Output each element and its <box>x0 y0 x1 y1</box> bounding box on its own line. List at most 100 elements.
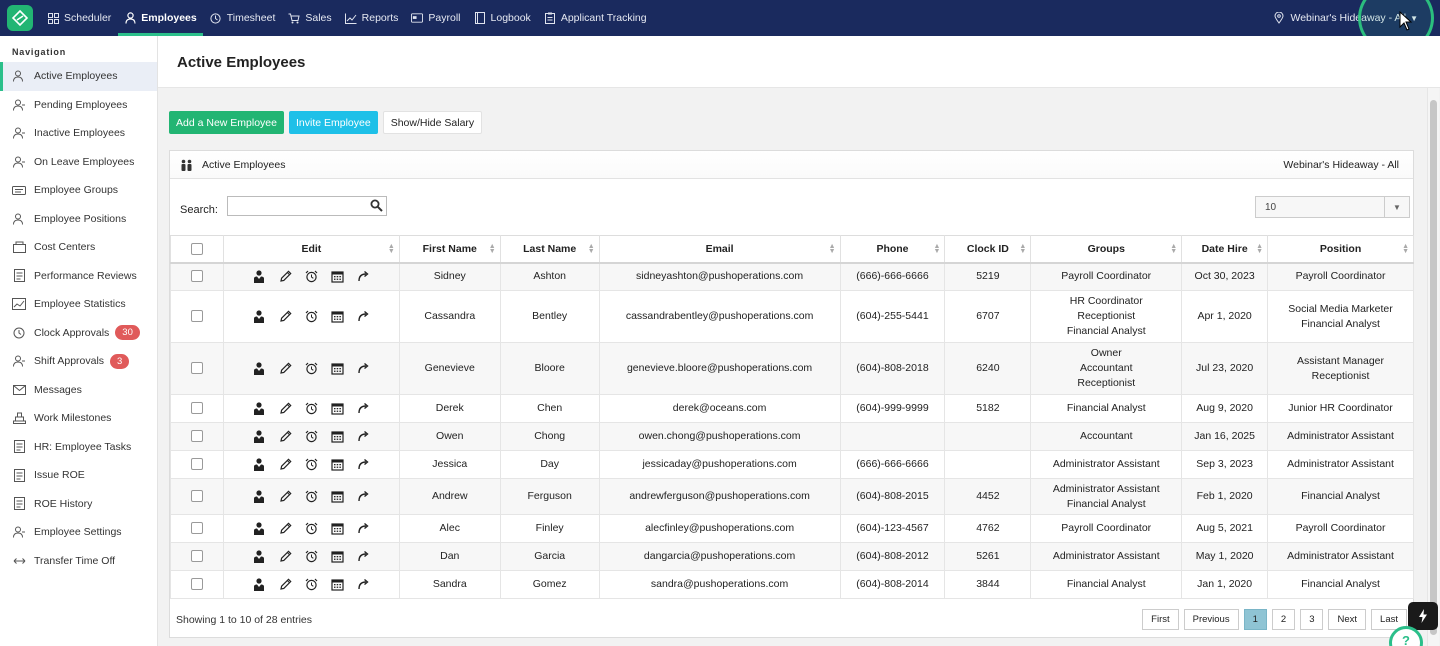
redo-icon[interactable] <box>356 401 371 416</box>
profile-icon[interactable] <box>252 361 267 376</box>
sidebar-item-shift-approvals[interactable]: Shift Approvals 3 <box>0 347 157 376</box>
row-checkbox[interactable] <box>190 458 203 471</box>
table-row[interactable]: Andrew Ferguson andrewferguson@pushoperati… <box>170 478 1414 515</box>
redo-icon[interactable] <box>356 457 371 472</box>
column-header-email[interactable]: Email ▲ ▼ <box>598 235 841 264</box>
sidebar-item-employee-settings[interactable]: Employee Settings <box>0 518 157 547</box>
add-employee-button[interactable]: Add a New Employee <box>169 111 284 134</box>
topnav-item-timesheet[interactable]: Timesheet <box>204 0 282 36</box>
calendar-icon[interactable] <box>330 401 345 416</box>
page-length-select[interactable]: 10 ▼ <box>1255 196 1410 218</box>
sidebar-item-active-employees[interactable]: Active Employees <box>0 62 157 91</box>
select-all-checkbox[interactable] <box>190 242 203 255</box>
page-button-2[interactable]: 2 <box>1271 609 1296 630</box>
alarm-clock-icon[interactable] <box>304 269 319 284</box>
topnav-item-sales[interactable]: Sales <box>282 0 337 36</box>
invite-employee-button[interactable]: Invite Employee <box>288 111 378 134</box>
redo-icon[interactable] <box>356 521 371 536</box>
scrollbar[interactable] <box>1427 88 1439 646</box>
sidebar-item-pending-employees[interactable]: Pending Employees <box>0 91 157 120</box>
sidebar-item-on-leave-employees[interactable]: On Leave Employees <box>0 148 157 177</box>
pencil-icon[interactable] <box>278 457 293 472</box>
column-header-last-name[interactable]: Last Name ▲ ▼ <box>499 235 600 264</box>
table-row[interactable]: Jessica Day jessicaday@pushoperations.com(… <box>170 450 1414 479</box>
sidebar-item-issue-roe[interactable]: Issue ROE <box>0 461 157 490</box>
calendar-icon[interactable] <box>330 269 345 284</box>
redo-icon[interactable] <box>356 489 371 504</box>
column-header-date-hire[interactable]: Date Hire ▲ ▼ <box>1181 235 1269 264</box>
pencil-icon[interactable] <box>278 269 293 284</box>
quick-action-button[interactable] <box>1408 602 1438 630</box>
redo-icon[interactable] <box>356 269 371 284</box>
column-header-edit[interactable]: Edit ▲ ▼ <box>222 235 400 264</box>
profile-icon[interactable] <box>252 309 267 324</box>
alarm-clock-icon[interactable] <box>304 489 319 504</box>
row-checkbox[interactable] <box>190 310 203 323</box>
sidebar-item-work-milestones[interactable]: Work Milestones <box>0 404 157 433</box>
row-checkbox[interactable] <box>190 578 203 591</box>
sidebar-item-employee-positions[interactable]: Employee Positions <box>0 205 157 234</box>
topnav-item-payroll[interactable]: Payroll <box>405 0 466 36</box>
table-row[interactable]: Cassandra Bentley cassandrabentley@pushope… <box>170 290 1414 343</box>
sidebar-item-roe-history[interactable]: ROE History <box>0 490 157 519</box>
profile-icon[interactable] <box>252 429 267 444</box>
page-button-3[interactable]: 3 <box>1300 609 1324 630</box>
pencil-icon[interactable] <box>278 489 293 504</box>
table-row[interactable]: Derek Chen derek@oceans.com (604)-999-9999 5… <box>170 394 1414 423</box>
redo-icon[interactable] <box>356 309 371 324</box>
pencil-icon[interactable] <box>278 309 293 324</box>
sidebar-item-employee-statistics[interactable]: Employee Statistics <box>0 290 157 319</box>
profile-icon[interactable] <box>252 269 267 284</box>
profile-icon[interactable] <box>252 401 267 416</box>
table-row[interactable]: Sidney Ashton sidneyashton@pushoperations.… <box>170 262 1414 291</box>
alarm-clock-icon[interactable] <box>304 309 319 324</box>
table-row[interactable]: Alec Finley alecfinley@pushoperations.com(… <box>170 514 1414 543</box>
alarm-clock-icon[interactable] <box>304 577 319 592</box>
column-header-clock-id[interactable]: Clock ID ▲ ▼ <box>944 235 1032 264</box>
alarm-clock-icon[interactable] <box>304 361 319 376</box>
redo-icon[interactable] <box>356 577 371 592</box>
row-checkbox[interactable] <box>190 522 203 535</box>
page-button-last[interactable]: Last <box>1371 609 1407 630</box>
table-row[interactable]: Dan Garcia dangarcia@pushoperations.com (60… <box>170 542 1414 571</box>
row-checkbox[interactable] <box>190 362 203 375</box>
table-row[interactable]: Owen Chong owen.chong@pushoperations.com Ac… <box>170 422 1414 451</box>
row-checkbox[interactable] <box>190 550 203 563</box>
sidebar-item-performance-reviews[interactable]: Performance Reviews <box>0 262 157 291</box>
sidebar-item-transfer-time-off[interactable]: Transfer Time Off <box>0 547 157 576</box>
calendar-icon[interactable] <box>330 361 345 376</box>
topnav-item-reports[interactable]: Reports <box>339 0 405 36</box>
column-header-position[interactable]: Position ▲ ▼ <box>1267 235 1414 264</box>
page-button-previous[interactable]: Previous <box>1183 609 1239 630</box>
alarm-clock-icon[interactable] <box>304 457 319 472</box>
alarm-clock-icon[interactable] <box>304 549 319 564</box>
calendar-icon[interactable] <box>330 489 345 504</box>
profile-icon[interactable] <box>252 489 267 504</box>
table-row[interactable]: Sandra Gomez sandra@pushoperations.com (604… <box>170 570 1414 599</box>
sidebar-item-employee-groups[interactable]: Employee Groups <box>0 176 157 205</box>
pencil-icon[interactable] <box>278 521 293 536</box>
topnav-item-scheduler[interactable]: Scheduler <box>41 0 117 36</box>
redo-icon[interactable] <box>356 549 371 564</box>
sidebar-item-messages[interactable]: Messages <box>0 376 157 405</box>
redo-icon[interactable] <box>356 429 371 444</box>
pencil-icon[interactable] <box>278 429 293 444</box>
page-button-first[interactable]: First <box>1142 609 1179 630</box>
sidebar-item-cost-centers[interactable]: Cost Centers <box>0 233 157 262</box>
search-input[interactable] <box>227 196 387 216</box>
profile-icon[interactable] <box>252 577 267 592</box>
pencil-icon[interactable] <box>278 401 293 416</box>
page-button-1[interactable]: 1 <box>1243 609 1267 630</box>
table-row[interactable]: Genevieve Bloore genevieve.bloore@pushoper… <box>170 342 1414 395</box>
alarm-clock-icon[interactable] <box>304 401 319 416</box>
row-checkbox[interactable] <box>190 402 203 415</box>
sidebar-item-inactive-employees[interactable]: Inactive Employees <box>0 119 157 148</box>
profile-icon[interactable] <box>252 457 267 472</box>
calendar-icon[interactable] <box>330 429 345 444</box>
topnav-item-logbook[interactable]: Logbook <box>468 0 537 36</box>
show-hide-salary-button[interactable]: Show/Hide Salary <box>382 111 483 134</box>
redo-icon[interactable] <box>356 361 371 376</box>
alarm-clock-icon[interactable] <box>304 429 319 444</box>
calendar-icon[interactable] <box>330 457 345 472</box>
scrollbar-thumb[interactable] <box>1430 100 1437 635</box>
